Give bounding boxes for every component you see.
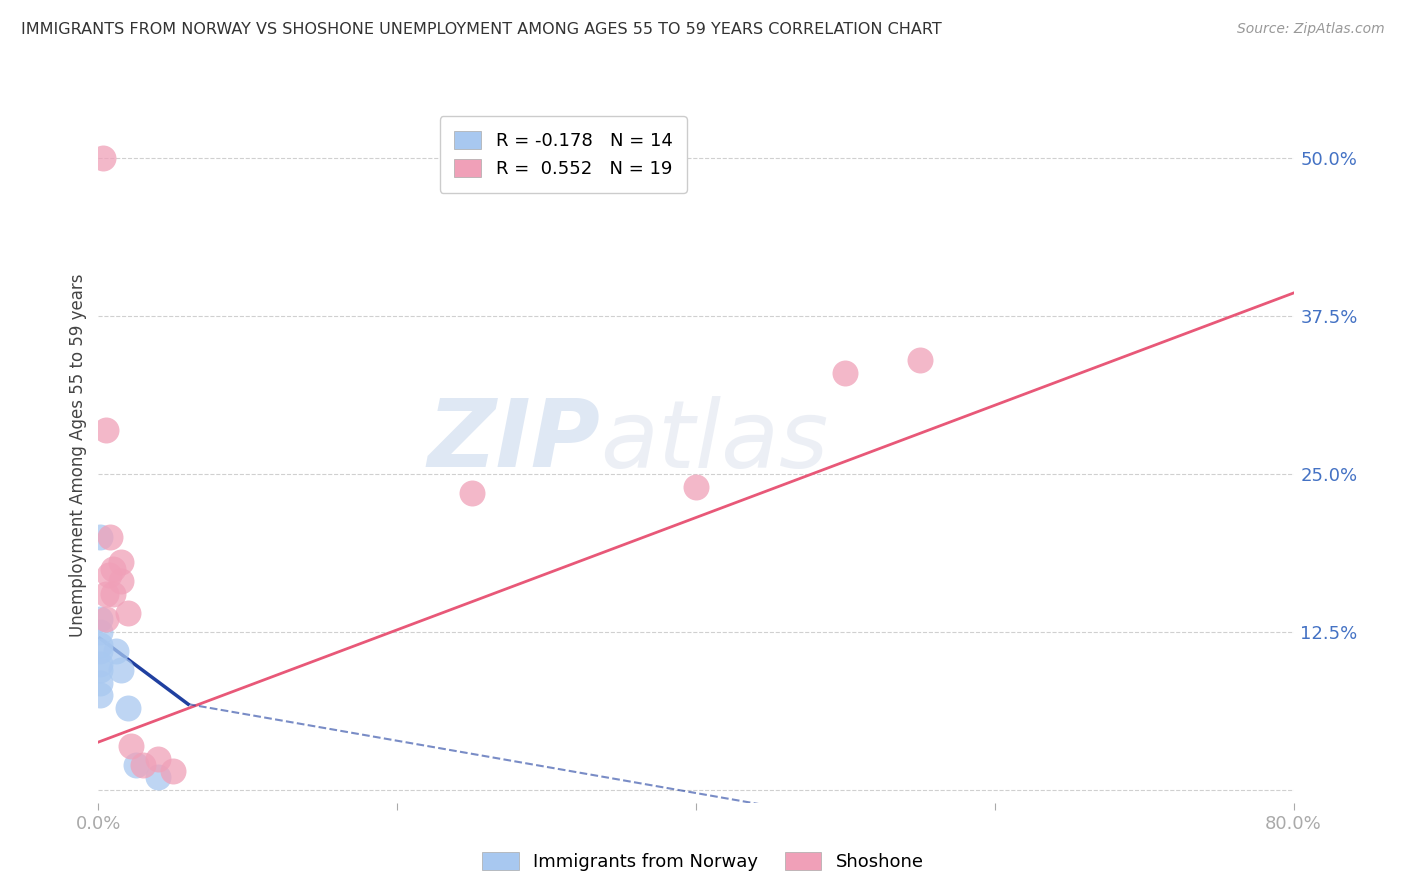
Point [97,568,120,582]
Text: IMMIGRANTS FROM NORWAY VS SHOSHONE UNEMPLOYMENT AMONG AGES 55 TO 59 YEARS CORREL: IMMIGRANTS FROM NORWAY VS SHOSHONE UNEMP… [21,22,942,37]
Point [125,757,148,772]
Point [89,663,111,677]
Legend: Immigrants from Norway, Shoshone: Immigrants from Norway, Shoshone [475,845,931,879]
Point [94,612,117,626]
Point [117,701,139,715]
Point [89,644,111,658]
Point [461,486,484,500]
Point [110,663,132,677]
Point [132,757,155,772]
Point [89,638,111,652]
Point [103,562,125,576]
Point [685,479,707,493]
Y-axis label: Unemployment Among Ages 55 to 59 years: Unemployment Among Ages 55 to 59 years [69,273,87,637]
Point [94,423,117,437]
Point [89,625,111,640]
Text: atlas: atlas [600,395,828,486]
Point [89,688,111,702]
Text: ZIP: ZIP [427,395,600,487]
Point [105,644,128,658]
Point [110,574,132,589]
Legend: R = -0.178   N = 14, R =  0.552   N = 19: R = -0.178 N = 14, R = 0.552 N = 19 [440,116,688,193]
Point [148,771,170,785]
Point [834,366,856,380]
Point [89,612,111,626]
Point [91,151,114,165]
Point [148,751,170,765]
Text: Source: ZipAtlas.com: Source: ZipAtlas.com [1237,22,1385,37]
Point [94,587,117,601]
Point [117,606,139,620]
Point [89,657,111,671]
Point [120,739,142,753]
Point [89,530,111,544]
Point [110,556,132,570]
Point [89,675,111,690]
Point [103,587,125,601]
Point [100,530,122,544]
Point [162,764,184,779]
Point [908,353,931,368]
